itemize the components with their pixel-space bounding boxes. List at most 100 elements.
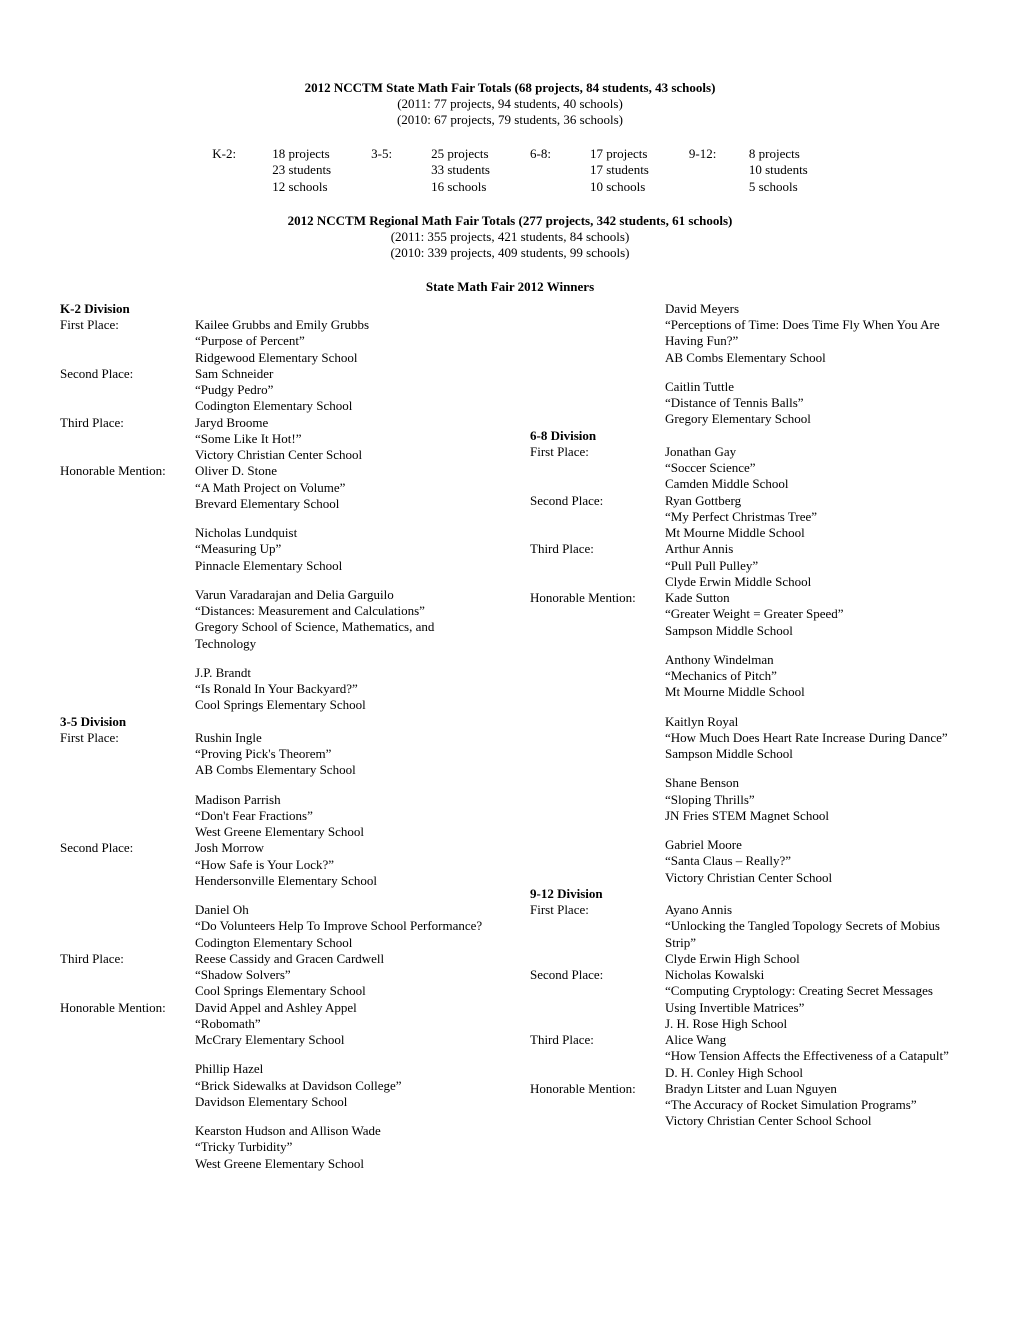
place-label: First Place: xyxy=(60,730,195,779)
stat-line: 25 projects xyxy=(431,146,490,162)
winner-row: Gabriel Moore“Santa Claus – Really?”Vict… xyxy=(530,837,960,886)
stat-line: 16 schools xyxy=(431,179,490,195)
detail-line: Nicholas Lundquist xyxy=(195,525,490,541)
stats-row: K-2:18 projects23 students12 schools3-5:… xyxy=(60,146,960,195)
winner-row: Second Place:Nicholas Kowalski“Computing… xyxy=(530,967,960,1032)
stat-lines: 18 projects23 students12 schools xyxy=(272,146,331,195)
winner-row: Nicholas Lundquist“Measuring Up”Pinnacle… xyxy=(60,525,490,574)
stat-group: 3-5:25 projects33 students16 schools xyxy=(371,146,490,195)
winner-details: Phillip Hazel“Brick Sidewalks at Davidso… xyxy=(195,1061,490,1110)
place-label: Third Place: xyxy=(60,415,195,464)
detail-line: Codington Elementary School xyxy=(195,935,490,951)
detail-line: Anthony Windelman xyxy=(665,652,960,668)
detail-line: Cool Springs Elementary School xyxy=(195,983,490,999)
detail-line: Kearston Hudson and Allison Wade xyxy=(195,1123,490,1139)
winner-details: Kade Sutton“Greater Weight = Greater Spe… xyxy=(665,590,960,639)
winner-details: Varun Varadarajan and Delia Garguilo“Dis… xyxy=(195,587,490,652)
stat-lines: 8 projects10 students5 schools xyxy=(749,146,808,195)
detail-line: “Sloping Thrills” xyxy=(665,792,960,808)
detail-line: “The Accuracy of Rocket Simulation Progr… xyxy=(665,1097,960,1113)
place-label: Second Place: xyxy=(60,366,195,415)
detail-line: “How Safe is Your Lock?” xyxy=(195,857,490,873)
detail-line: Victory Christian Center School School xyxy=(665,1113,960,1129)
detail-line: Reese Cassidy and Gracen Cardwell xyxy=(195,951,490,967)
detail-line: “Greater Weight = Greater Speed” xyxy=(665,606,960,622)
detail-line: Davidson Elementary School xyxy=(195,1094,490,1110)
title-block: 2012 NCCTM State Math Fair Totals (68 pr… xyxy=(60,80,960,128)
winner-details: Anthony Windelman“Mechanics of Pitch”Mt … xyxy=(665,652,960,701)
detail-line: David Appel and Ashley Appel xyxy=(195,1000,490,1016)
left-column: K-2 Division First Place: Kailee Grubbs an… xyxy=(60,301,490,1172)
detail-line: “My Perfect Christmas Tree” xyxy=(665,509,960,525)
winner-row: Madison Parrish“Don't Fear Fractions”Wes… xyxy=(60,792,490,841)
place-label xyxy=(60,587,195,652)
detail-line: “A Math Project on Volume” xyxy=(195,480,490,496)
main-title: 2012 NCCTM State Math Fair Totals (68 pr… xyxy=(60,80,960,96)
detail-line: Pinnacle Elementary School xyxy=(195,558,490,574)
winner-row: First Place:Rushin Ingle“Proving Pick's … xyxy=(60,730,490,779)
winner-details: Josh Morrow“How Safe is Your Lock?”Hende… xyxy=(195,840,490,889)
place-label: Honorable Mention: xyxy=(530,1081,665,1130)
winner-details: Ryan Gottberg“My Perfect Christmas Tree”… xyxy=(665,493,960,542)
stat-line: 17 projects xyxy=(590,146,649,162)
place-label xyxy=(530,301,665,366)
detail-line: McCrary Elementary School xyxy=(195,1032,490,1048)
detail-line: JN Fries STEM Magnet School xyxy=(665,808,960,824)
stat-label: 9-12: xyxy=(689,146,724,195)
place-label: Third Place: xyxy=(530,1032,665,1081)
detail-line: “Computing Cryptology: Creating Secret M… xyxy=(665,983,960,1016)
place-label: Third Place: xyxy=(60,951,195,1000)
place-label xyxy=(530,837,665,886)
winner-details: Nicholas Lundquist“Measuring Up”Pinnacle… xyxy=(195,525,490,574)
division-row: 6-8 Division xyxy=(530,428,960,444)
detail-line: “Distances: Measurement and Calculations… xyxy=(195,603,490,619)
detail-line: Mt Mourne Middle School xyxy=(665,525,960,541)
division-header: 6-8 Division xyxy=(530,428,665,444)
detail-line: Bradyn Litster and Luan Nguyen xyxy=(665,1081,960,1097)
detail-line: “Perceptions of Time: Does Time Fly When… xyxy=(665,317,960,350)
detail-line: Kade Sutton xyxy=(665,590,960,606)
spacer xyxy=(60,512,490,525)
detail-line: “Is Ronald In Your Backyard?” xyxy=(195,681,490,697)
detail-line: Clyde Erwin Middle School xyxy=(665,574,960,590)
place-label: Honorable Mention: xyxy=(60,463,195,512)
division-header: 9-12 Division xyxy=(530,886,665,902)
spacer xyxy=(60,1110,490,1123)
stat-lines: 25 projects33 students16 schools xyxy=(431,146,490,195)
detail-line: Sampson Middle School xyxy=(665,746,960,762)
detail-line: Nicholas Kowalski xyxy=(665,967,960,983)
winner-row: Kearston Hudson and Allison Wade“Tricky … xyxy=(60,1123,490,1172)
winner-details: J.P. Brandt“Is Ronald In Your Backyard?”… xyxy=(195,665,490,714)
detail-line: Madison Parrish xyxy=(195,792,490,808)
spacer xyxy=(530,824,960,837)
place-label xyxy=(60,1061,195,1110)
detail-line: Sampson Middle School xyxy=(665,623,960,639)
winner-details: Bradyn Litster and Luan Nguyen“The Accur… xyxy=(665,1081,960,1130)
spacer xyxy=(530,366,960,379)
place-label: Second Place: xyxy=(530,493,665,542)
winner-details: Kailee Grubbs and Emily Grubbs“Purpose o… xyxy=(195,317,490,366)
detail-line: Mt Mourne Middle School xyxy=(665,684,960,700)
stat-line: 10 schools xyxy=(590,179,649,195)
place-label: Honorable Mention: xyxy=(530,590,665,639)
stat-line: 18 projects xyxy=(272,146,331,162)
regional-block: 2012 NCCTM Regional Math Fair Totals (27… xyxy=(60,213,960,261)
division-header: K-2 Division xyxy=(60,301,195,317)
detail-line: “Purpose of Percent” xyxy=(195,333,490,349)
detail-line: AB Combs Elementary School xyxy=(665,350,960,366)
regional-sub2: (2010: 339 projects, 409 students, 99 sc… xyxy=(60,245,960,261)
detail-line: AB Combs Elementary School xyxy=(195,762,490,778)
detail-line: Clyde Erwin High School xyxy=(665,951,960,967)
stat-group: 9-12: 8 projects10 students5 schools xyxy=(689,146,808,195)
place-label xyxy=(60,792,195,841)
winner-details: Alice Wang“How Tension Affects the Effec… xyxy=(665,1032,960,1081)
detail-line: “Don't Fear Fractions” xyxy=(195,808,490,824)
winner-details: Kearston Hudson and Allison Wade“Tricky … xyxy=(195,1123,490,1172)
detail-line: J. H. Rose High School xyxy=(665,1016,960,1032)
winner-row: Third Place:Jaryd Broome“Some Like It Ho… xyxy=(60,415,490,464)
winner-details: Daniel Oh“Do Volunteers Help To Improve … xyxy=(195,902,490,951)
winner-row: Honorable Mention:Bradyn Litster and Lua… xyxy=(530,1081,960,1130)
stat-group: 6-8:17 projects17 students10 schools xyxy=(530,146,649,195)
subtitle-2: (2010: 67 projects, 79 students, 36 scho… xyxy=(60,112,960,128)
spacer xyxy=(60,889,490,902)
